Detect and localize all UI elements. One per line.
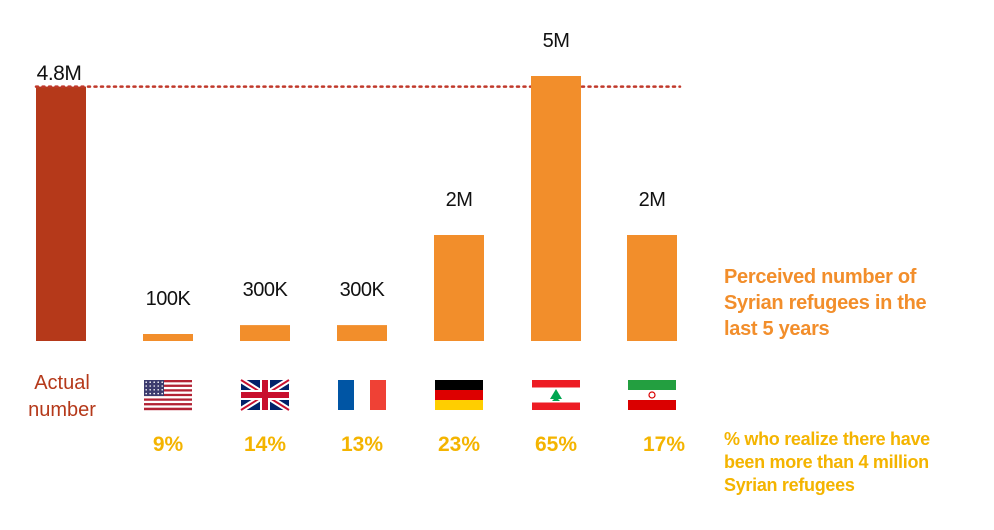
perceived-bar	[531, 76, 581, 341]
flag-stripe	[144, 405, 192, 408]
realize-percent-label: 23%	[438, 433, 480, 456]
realize-percent-label: 65%	[535, 433, 577, 456]
perceived-note-line-3: last 5 years	[724, 318, 830, 340]
perceived-bar	[337, 325, 387, 341]
flag-band-white	[354, 380, 370, 410]
perceived-value-label: 300K	[340, 279, 386, 301]
flag-band-blue	[338, 380, 354, 410]
flag-star	[149, 392, 151, 395]
flag-star	[149, 385, 151, 387]
flag-star	[157, 389, 159, 391]
perceived-value-label: 300K	[243, 279, 289, 301]
flag-stripe	[144, 382, 192, 385]
flag-star	[157, 392, 159, 395]
flag-band-red	[628, 400, 676, 410]
realize-note-line-2: been more than 4 million	[724, 452, 929, 472]
flag-stripe	[144, 398, 192, 401]
emblem-icon	[648, 391, 656, 399]
perceived-value-label: 2M	[446, 189, 473, 211]
perceived-note-line-2: Syrian refugees in the	[724, 292, 927, 314]
flag-star	[149, 381, 151, 383]
realize-note-line-1: % who realize there have	[724, 429, 930, 449]
flag-star	[145, 389, 147, 391]
flag-band-red	[435, 390, 483, 400]
flag-stripe	[144, 407, 192, 411]
flag-band-green	[628, 380, 676, 390]
realize-percent-note: % who realize there have been more than …	[724, 428, 989, 497]
perceived-value-label: 100K	[146, 288, 192, 310]
flag-star	[153, 385, 155, 387]
perceived-legend-note: Perceived number of Syrian refugees in t…	[724, 264, 984, 342]
actual-label-line-2: number	[28, 399, 96, 421]
flag-star	[161, 389, 163, 391]
flag-band-red-top	[532, 380, 580, 388]
flag-stripe	[144, 393, 192, 397]
iran-flag-icon	[628, 380, 676, 410]
perceived-value-label: 2M	[639, 189, 666, 211]
flag-stripe	[144, 400, 192, 404]
flag-stripe	[144, 389, 192, 392]
usa-flag-icon	[144, 380, 192, 411]
realize-percent-label: 14%	[244, 433, 286, 456]
uk-flag-icon	[239, 377, 291, 413]
flag-star	[157, 381, 159, 383]
flag-star	[145, 392, 147, 395]
flag-stripe	[144, 391, 192, 395]
flag-star	[161, 392, 163, 395]
realize-note-line-3: Syrian refugees	[724, 475, 855, 495]
flag-canton	[144, 380, 164, 396]
perceived-value-label: 5M	[543, 30, 570, 52]
flag-star	[145, 385, 147, 387]
flag-band-white	[628, 390, 676, 400]
actual-label-line-1: Actual	[34, 372, 90, 394]
lebanon-flag-icon	[532, 380, 580, 410]
flag-stripe	[144, 396, 192, 399]
perceived-bar	[627, 235, 677, 341]
flag-stripe	[144, 403, 192, 406]
flag-star	[161, 385, 163, 387]
flag-star	[153, 389, 155, 391]
perceived-bar	[143, 334, 193, 341]
flag-star	[149, 389, 151, 391]
flag-stripe	[144, 384, 192, 388]
perceived-bar	[434, 235, 484, 341]
flag-star	[145, 381, 147, 383]
france-flag-icon	[338, 380, 386, 410]
actual-value-label: 4.8M	[37, 62, 82, 85]
flag-stripe	[144, 386, 192, 390]
flag-cross-red-h	[241, 392, 289, 398]
germany-flag-icon	[435, 380, 483, 410]
perceived-bar	[240, 325, 290, 341]
cedar-icon	[550, 389, 562, 401]
realize-percent-label: 13%	[341, 433, 383, 456]
flag-star	[161, 381, 163, 383]
flag-star	[153, 392, 155, 395]
flag-band-gold	[435, 400, 483, 410]
perceived-note-line-1: Perceived number of	[724, 266, 917, 288]
actual-bar	[36, 86, 86, 341]
realize-percent-label: 17%	[643, 433, 685, 456]
flag-band-red-bottom	[532, 402, 580, 410]
flag-band-black	[435, 380, 483, 390]
realize-percent-label: 9%	[153, 433, 184, 456]
flag-star	[153, 381, 155, 383]
flag-band-red	[370, 380, 386, 410]
flag-star	[157, 385, 159, 387]
flag-stripe	[144, 380, 192, 383]
